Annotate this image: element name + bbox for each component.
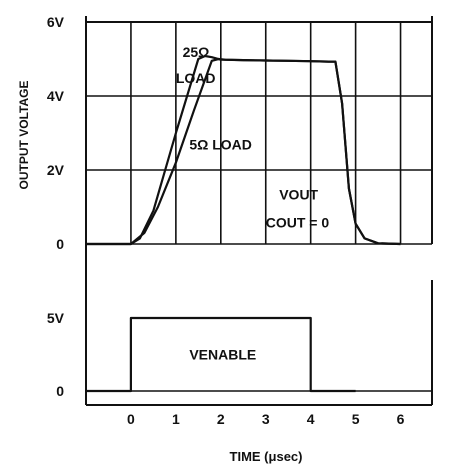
x-tick-label: 5 [352, 411, 360, 427]
x-tick-label: 4 [307, 411, 315, 427]
grid [86, 21, 432, 245]
annotation-label: 5Ω LOAD [189, 137, 252, 153]
annotation-label: VENABLE [189, 347, 256, 363]
annotation-label: COUT = 0 [266, 214, 330, 230]
x-tick-label: 6 [397, 411, 405, 427]
annotation-label: VOUT [279, 187, 318, 203]
x-tick-label: 3 [262, 411, 270, 427]
y-tick-label-top: 6V [47, 14, 65, 30]
series-line-venable [86, 316, 356, 393]
annotations: 25Ω LOAD 5Ω LOAD VOUT COUT = 0 VENABLE [176, 44, 329, 362]
y-tick-label-top: 0 [56, 236, 64, 252]
traces [86, 54, 401, 393]
annotation-label: 25Ω [183, 44, 210, 60]
y-tick-label-bottom: 5V [47, 310, 65, 326]
annotation-label: LOAD [176, 70, 216, 86]
x-tick-label: 2 [217, 411, 225, 427]
y-tick-label-top: 2V [47, 162, 65, 178]
plot-frame [85, 16, 433, 406]
x-tick-label: 0 [127, 411, 135, 427]
tick-labels: 6V 4V 2V 0 5V 0 0 1 2 3 4 5 6 [47, 14, 405, 427]
series-line-5ohm-load [86, 57, 401, 246]
y-tick-label-top: 4V [47, 88, 65, 104]
x-tick-label: 1 [172, 411, 180, 427]
x-axis-label: TIME (μsec) [230, 449, 303, 464]
y-axis-label: OUTPUT VOLTAGE [17, 81, 31, 190]
y-tick-label-bottom: 0 [56, 383, 64, 399]
